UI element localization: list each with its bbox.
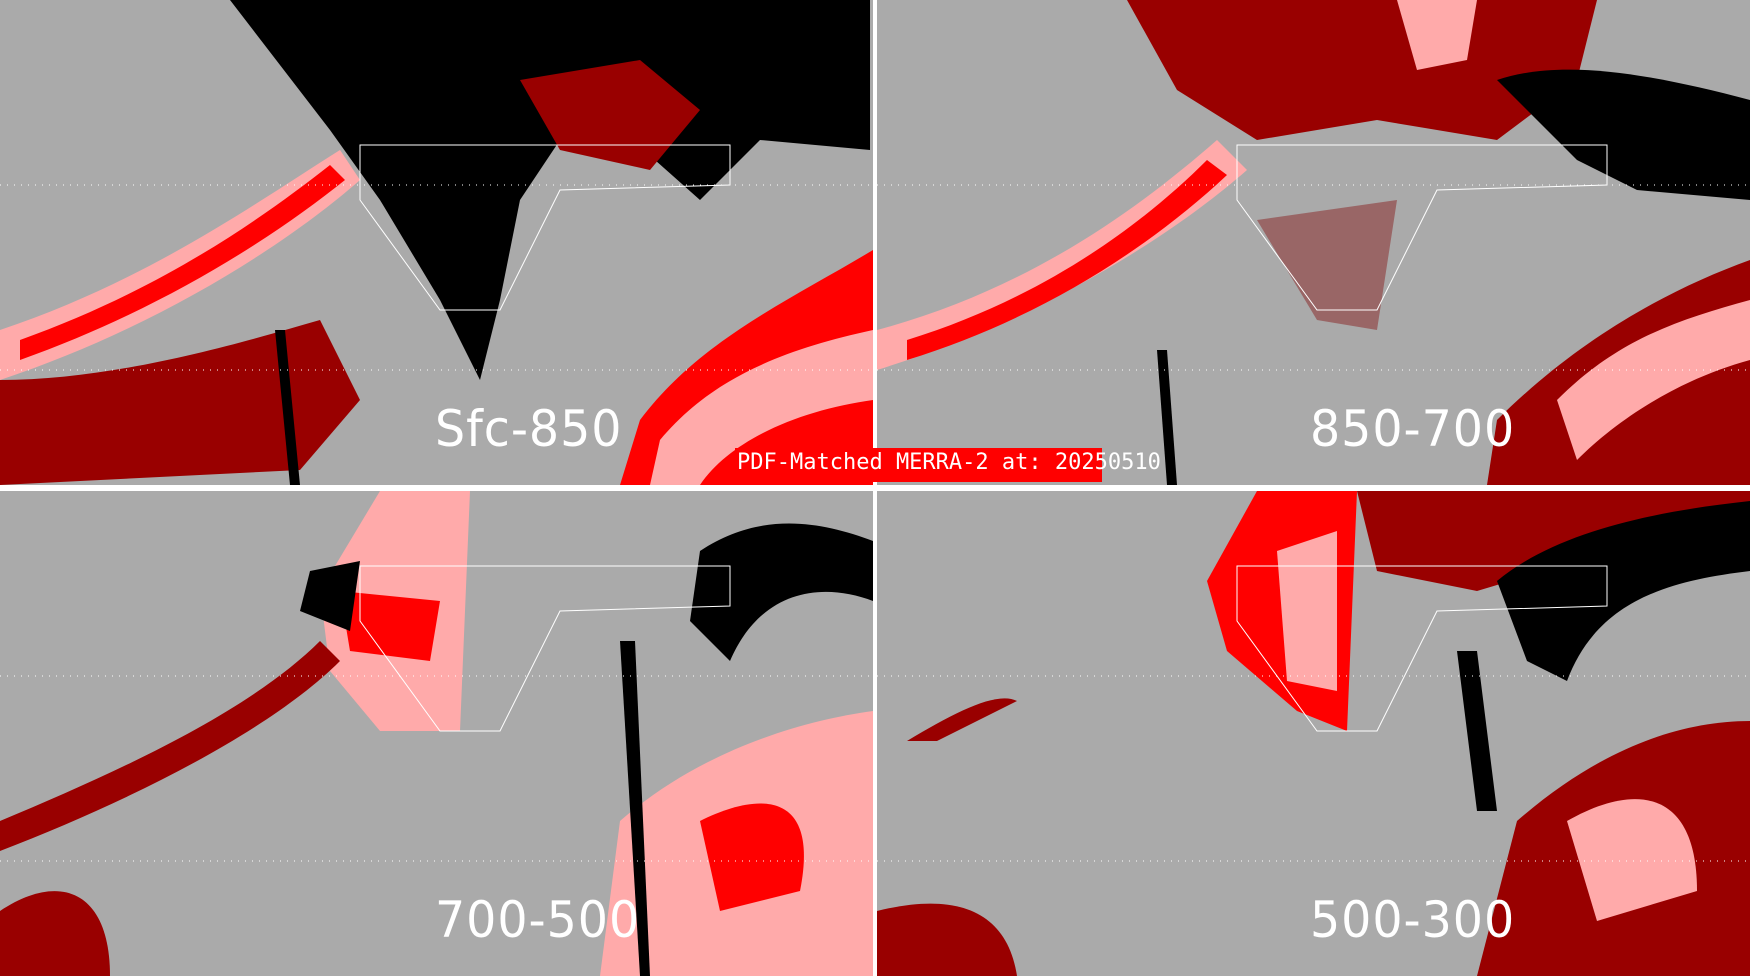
map-sfc-850 [0, 0, 873, 485]
panel-500-300: 500-300 [877, 491, 1750, 976]
map-700-500 [0, 491, 873, 976]
map-500-300 [877, 491, 1750, 976]
map-850-700 [877, 0, 1750, 485]
panel-label: Sfc-850 [435, 400, 623, 458]
figure-title: PDF-Matched MERRA-2 at: 20250510 [737, 450, 1161, 475]
panel-label: 500-300 [1310, 891, 1516, 949]
title-banner [735, 448, 1102, 482]
panel-700-500: 700-500 [0, 491, 873, 976]
panel-850-700: 850-700 [877, 0, 1750, 485]
panel-label: 700-500 [435, 891, 641, 949]
panel-label: 850-700 [1310, 400, 1516, 458]
panel-sfc-850: Sfc-850 [0, 0, 873, 485]
